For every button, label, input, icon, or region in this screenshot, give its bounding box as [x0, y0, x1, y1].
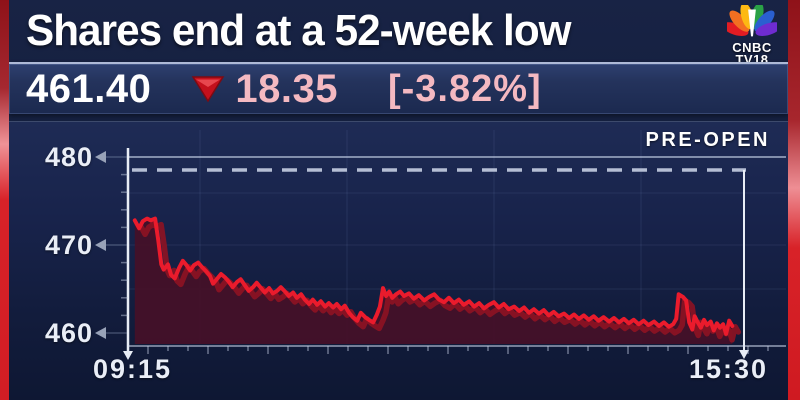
x-axis-tick-close: 15:30 — [688, 354, 768, 384]
last-price: 461.40 — [26, 67, 152, 111]
cnbc-tv18-logo: CNBC TV18 — [720, 2, 784, 66]
price-change: 18.35 — [235, 67, 338, 111]
right-red-edge-bar — [788, 0, 800, 400]
x-axis-tick-open: 09:15 — [93, 354, 173, 384]
left-red-edge-bar — [0, 0, 9, 400]
y-axis-tick-480: 480 — [44, 142, 93, 172]
headline-title: Shares end at a 52-week low — [26, 6, 572, 55]
down-arrow-icon — [191, 76, 225, 103]
y-axis-tick-470: 470 — [44, 230, 93, 260]
price-change-percent: [-3.82%] — [387, 68, 542, 110]
logo-text-line1: CNBC — [732, 40, 772, 55]
peacock-icon — [722, 2, 782, 37]
pre-open-label: PRE-OPEN — [645, 129, 770, 151]
y-axis-tick-460: 460 — [44, 318, 93, 348]
quote-bar: 461.40 18.35 [-3.82%] — [9, 62, 788, 114]
